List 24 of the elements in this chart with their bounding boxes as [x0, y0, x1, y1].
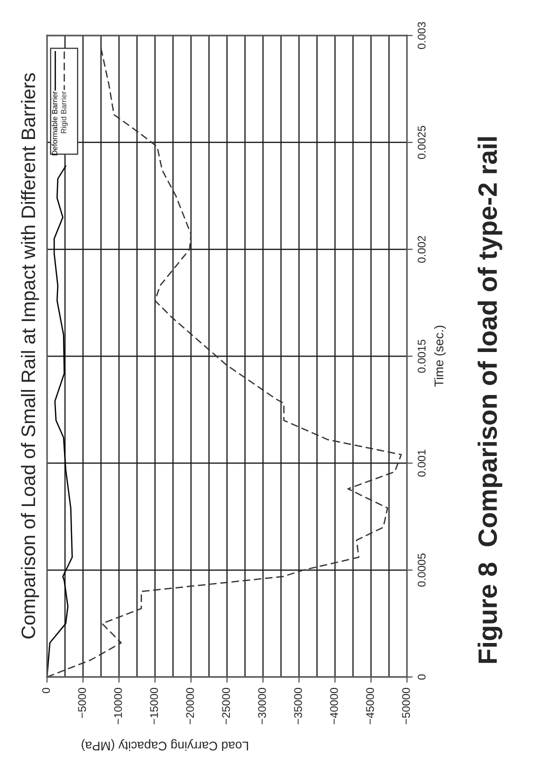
- y-axis-title: Time (sec.): [434, 326, 446, 387]
- x-tick-label: −30000: [258, 688, 266, 724]
- x-tick-label: −40000: [330, 688, 338, 724]
- y-tick-label: 0.0005: [418, 554, 426, 587]
- x-tick-label: −50000: [402, 688, 410, 724]
- x-tick-label: −5000: [78, 688, 86, 718]
- caption: Figure 8 Comparison of load of type-2 rail: [478, 137, 502, 663]
- x-tick-label: 0: [42, 688, 50, 694]
- x-tick-label: −25000: [222, 688, 230, 724]
- y-tick-label: 0.0025: [418, 126, 426, 159]
- x-tick-label: −10000: [114, 688, 122, 724]
- y-tick-label: 0.003: [418, 22, 426, 49]
- x-tick-label: −35000: [294, 688, 302, 724]
- line-series: [47, 48, 402, 677]
- x-axis-title: Load Carrying Capacity (MPa): [82, 739, 248, 751]
- text: Comparison of Load of Small Rail at Impact with Different Barriers: [20, 73, 40, 639]
- y-tick-label: 0.002: [418, 236, 426, 263]
- y-tick-label: 0: [418, 674, 426, 680]
- x-tick-label: −20000: [186, 688, 194, 724]
- x-tick-label: −15000: [150, 688, 158, 724]
- y-tick-label: 0.0015: [418, 340, 426, 373]
- line-series: [47, 165, 73, 677]
- y-tick-label: 0.001: [418, 450, 426, 477]
- x-tick-label: −45000: [366, 688, 374, 724]
